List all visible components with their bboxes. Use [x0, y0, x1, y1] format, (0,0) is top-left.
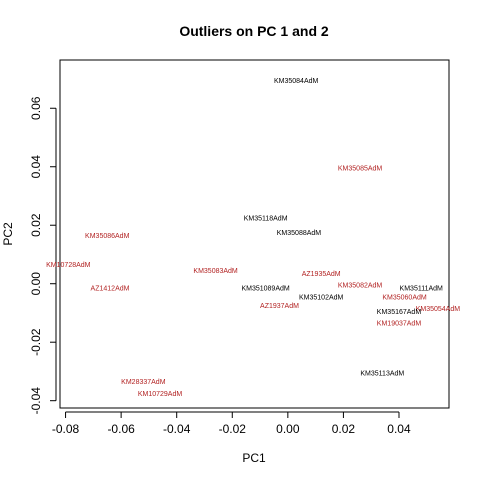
y-axis-title: PC2 [1, 222, 15, 246]
point-label: KM35167AdM [377, 309, 422, 316]
x-axis-title: PC1 [242, 451, 266, 465]
point-label: KM35088AdM [277, 230, 322, 237]
point-label: KM10728AdM [46, 262, 91, 269]
plot-area-frame [59, 59, 450, 409]
point-label: AZ1412AdM [91, 286, 130, 293]
point-label: KM35084AdM [274, 78, 319, 85]
x-tick-label: 0.00 [276, 422, 300, 436]
point-label: KM35083AdM [193, 268, 238, 275]
y-tick-label: 0.00 [29, 272, 43, 296]
point-label: KM35111AdM [400, 286, 443, 293]
point-label: KM35082AdM [338, 283, 383, 290]
point-label: KM35085AdM [338, 166, 383, 173]
x-tick-label: -0.02 [219, 422, 247, 436]
point-label: AZ1935AdM [302, 271, 341, 278]
point-label: KM35086AdM [85, 233, 130, 240]
point-label: KM35060AdM [382, 294, 427, 301]
x-axis: -0.08 -0.06 -0.04 -0.02 0.00 0.02 0.04 [52, 411, 411, 436]
y-axis: -0.04 -0.02 0.00 0.02 0.04 0.06 [29, 96, 57, 415]
x-tick-label: -0.08 [52, 422, 80, 436]
point-label: KM28337AdM [121, 379, 166, 386]
point-label: KM35102AdM [299, 294, 344, 301]
x-tick-label: -0.06 [107, 422, 135, 436]
y-tick-label: 0.02 [29, 213, 43, 237]
point-label: KM351089AdM [241, 286, 289, 293]
point-label: AZ1937AdM [260, 303, 299, 310]
x-tick-label: 0.02 [332, 422, 356, 436]
point-label: KM19037AdM [377, 321, 422, 328]
point-label: KM35118AdM [244, 215, 288, 222]
x-tick-label: -0.04 [163, 422, 191, 436]
chart-title: Outliers on PC 1 and 2 [179, 23, 329, 39]
y-tick-label: -0.04 [29, 387, 43, 415]
data-points: KM35084AdM KM35085AdM KM35118AdM KM35086AdM… [46, 78, 460, 398]
x-tick-label: 0.04 [387, 422, 411, 436]
y-tick-label: 0.06 [29, 96, 43, 120]
y-tick-label: 0.04 [29, 155, 43, 179]
point-label: KM35054AdM [416, 306, 461, 313]
point-label: KM10729AdM [138, 391, 183, 398]
point-label: KM35113AdM [360, 370, 404, 377]
y-tick-label: -0.02 [29, 328, 43, 356]
